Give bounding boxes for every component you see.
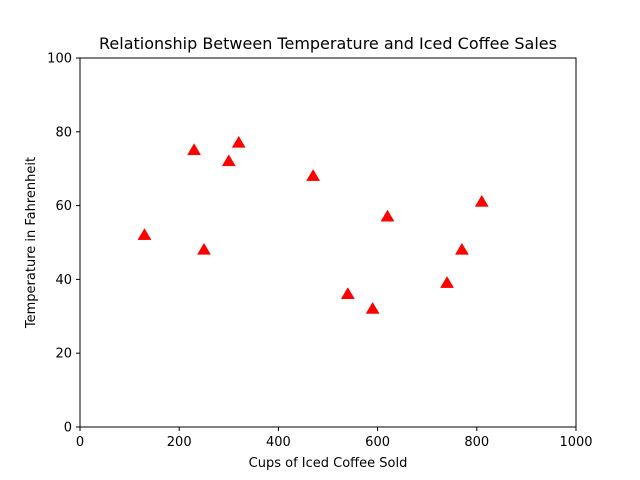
data-point — [197, 242, 211, 255]
y-tick-label: 60 — [55, 199, 72, 214]
plot-area: 0 200 400 600 800 1000 0 20 40 60 80 100 — [47, 52, 592, 451]
data-point — [474, 194, 489, 207]
data-point — [440, 276, 454, 288]
y-tick-label: 0 — [64, 421, 72, 436]
data-point — [137, 228, 152, 240]
data-point — [187, 143, 202, 156]
x-axis-label: Cups of Iced Coffee Sold — [249, 456, 408, 471]
data-point — [365, 301, 380, 314]
x-tick-label: 0 — [76, 435, 84, 450]
y-axis-label: Temperature in Fahrenheit — [24, 157, 39, 329]
data-point — [380, 209, 395, 222]
data-point — [340, 287, 355, 299]
data-point — [306, 169, 321, 181]
chart-title: Relationship Between Temperature and Ice… — [99, 34, 557, 53]
x-tick-label: 1000 — [559, 435, 592, 450]
x-tick-label: 600 — [365, 435, 390, 450]
x-tick-label: 400 — [266, 435, 291, 450]
y-tick-label: 80 — [55, 125, 72, 140]
data-point — [231, 135, 246, 148]
x-tick-label: 800 — [464, 435, 489, 450]
axes-frame — [79, 57, 577, 428]
y-tick-label: 100 — [47, 52, 72, 67]
data-point — [454, 242, 469, 255]
y-tick-label: 40 — [55, 273, 72, 288]
x-tick-label: 200 — [167, 435, 192, 450]
data-point — [221, 154, 236, 167]
y-tick-label: 20 — [55, 347, 72, 362]
